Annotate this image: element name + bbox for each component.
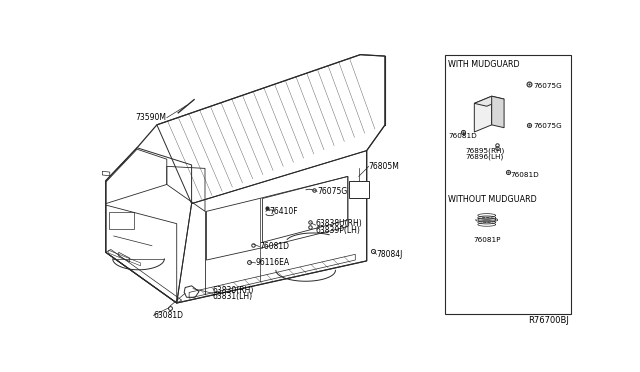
Polygon shape bbox=[474, 96, 504, 106]
Text: 76896(LH): 76896(LH) bbox=[466, 154, 504, 160]
Text: 76075G: 76075G bbox=[317, 187, 348, 196]
Bar bbox=[349, 181, 369, 198]
Text: 63831(LH): 63831(LH) bbox=[213, 292, 253, 301]
Text: 78084J: 78084J bbox=[376, 250, 403, 259]
Text: 73590M: 73590M bbox=[136, 113, 167, 122]
Bar bbox=[445, 55, 571, 314]
Text: 76410F: 76410F bbox=[269, 207, 298, 216]
Text: 76805M: 76805M bbox=[369, 162, 399, 171]
Text: R76700BJ: R76700BJ bbox=[528, 316, 568, 326]
Text: 96116EA: 96116EA bbox=[255, 259, 290, 267]
Text: 76075G: 76075G bbox=[534, 123, 563, 129]
Text: 76081P: 76081P bbox=[473, 237, 500, 243]
Text: 63839P(LH): 63839P(LH) bbox=[316, 226, 360, 235]
Text: 76895(RH): 76895(RH) bbox=[466, 148, 505, 154]
Text: 76081D: 76081D bbox=[448, 133, 477, 139]
Text: 76081D: 76081D bbox=[260, 242, 289, 251]
Bar bbox=[109, 212, 134, 230]
Text: 76075G: 76075G bbox=[534, 83, 563, 89]
Text: 63830(RH): 63830(RH) bbox=[213, 286, 254, 295]
Text: WITH MUDGUARD: WITH MUDGUARD bbox=[448, 60, 520, 68]
Polygon shape bbox=[474, 96, 492, 132]
Text: WITHOUT MUDGUARD: WITHOUT MUDGUARD bbox=[448, 195, 537, 204]
Text: 76081D: 76081D bbox=[511, 172, 540, 178]
Text: 63081D: 63081D bbox=[154, 311, 184, 320]
Polygon shape bbox=[492, 96, 504, 128]
Text: 63838U(RH): 63838U(RH) bbox=[316, 219, 362, 228]
